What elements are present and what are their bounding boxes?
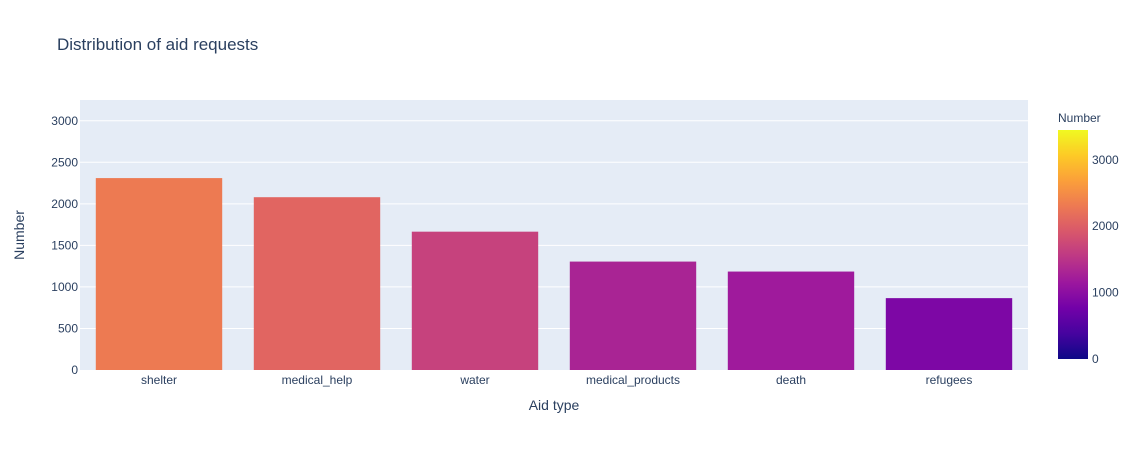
colorbar-tick-labels: 0 1000 2000 3000 — [1092, 153, 1119, 366]
y-tick-label: 1000 — [51, 280, 78, 294]
bar-medical-help — [253, 197, 381, 370]
colorbar-tick-label: 0 — [1092, 352, 1099, 366]
bars — [95, 178, 1013, 370]
x-tick-labels: shelter medical_help water medical_products… — [141, 373, 972, 387]
bar-shelter — [95, 178, 223, 370]
colorbar-title: Number — [1058, 111, 1101, 125]
y-tick-labels: 0 500 1000 1500 2000 2500 3000 — [51, 114, 78, 377]
x-axis-title: Aid type — [529, 397, 580, 413]
bar-death — [727, 271, 855, 370]
y-tick-label: 3000 — [51, 114, 78, 128]
y-tick-label: 2500 — [51, 155, 78, 169]
x-tick-label: refugees — [926, 373, 973, 387]
plot-area — [80, 100, 1028, 370]
bar-water — [411, 231, 539, 370]
colorbar-tick-label: 1000 — [1092, 286, 1119, 300]
colorbar-tick-label: 2000 — [1092, 219, 1119, 233]
y-axis-title: Number — [11, 210, 27, 260]
y-tick-label: 2000 — [51, 197, 78, 211]
x-tick-label: medical_products — [586, 373, 680, 387]
colorbar-scale — [1058, 130, 1088, 359]
x-tick-label: death — [776, 373, 806, 387]
colorbar: Number 0 1000 2000 3000 — [1058, 111, 1119, 366]
y-tick-label: 500 — [58, 321, 78, 335]
colorbar-tick-label: 3000 — [1092, 153, 1119, 167]
chart-title: Distribution of aid requests — [57, 35, 258, 54]
bar-medical-products — [569, 261, 697, 370]
bar-refugees — [885, 298, 1013, 370]
y-tick-label: 1500 — [51, 238, 78, 252]
gridlines — [80, 120, 1028, 329]
y-tick-label: 0 — [71, 363, 78, 377]
x-tick-label: water — [459, 373, 489, 387]
x-tick-label: shelter — [141, 373, 177, 387]
x-tick-label: medical_help — [282, 373, 353, 387]
